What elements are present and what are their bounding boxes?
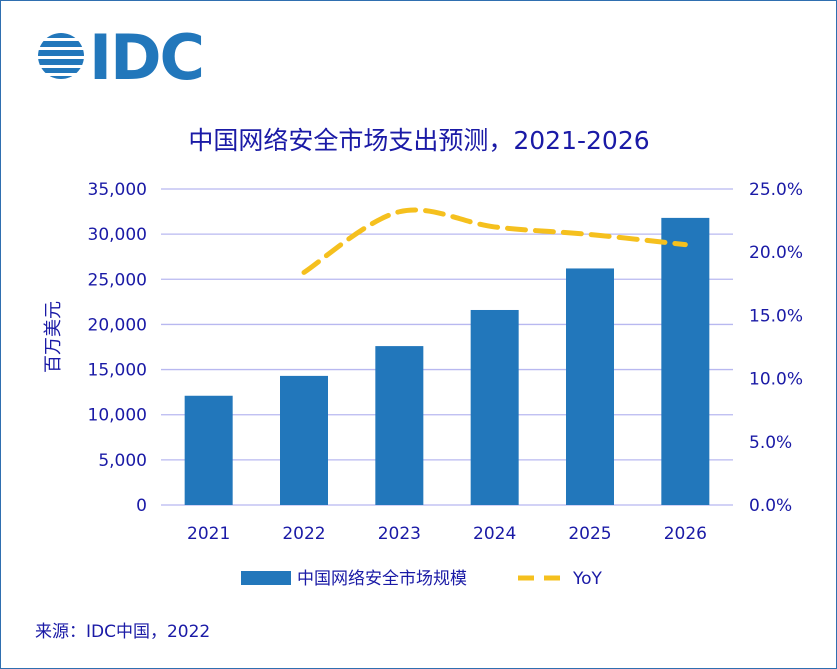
source-note: 来源：IDC中国，2022 — [35, 622, 210, 642]
y-tick-label: 25,000 — [88, 270, 147, 290]
bar-2026 — [661, 217, 710, 506]
legend: 中国网络安全市场规模 YoY — [241, 569, 603, 589]
legend-bar-label: 中国网络安全市场规模 — [297, 569, 467, 589]
bar-2024 — [470, 309, 519, 505]
legend-line-label: YoY — [572, 569, 603, 589]
x-tick-label: 2024 — [473, 524, 516, 544]
y2-tick-label: 10.0% — [749, 370, 803, 390]
yoy-line — [301, 207, 688, 275]
bar-2025 — [566, 268, 614, 505]
bar-2022 — [280, 375, 328, 505]
bar-2021 — [184, 395, 233, 505]
x-tick-label: 2023 — [378, 524, 421, 544]
y-tick-label: 20,000 — [88, 315, 147, 335]
idc-logo: IDC — [38, 21, 205, 94]
bar-2023 — [375, 346, 424, 505]
x-tick-label: 2026 — [664, 524, 707, 544]
y2-tick-label: 0.0% — [749, 496, 792, 516]
y-tick-label: 0 — [136, 496, 147, 516]
y-tick-label: 35,000 — [88, 180, 147, 200]
legend-bar-swatch — [241, 571, 291, 585]
y-tick-label: 15,000 — [88, 361, 147, 381]
y-axis-label: 百万美元 — [43, 301, 64, 373]
y2-tick-label: 15.0% — [749, 306, 803, 326]
y2-tick-label: 25.0% — [749, 180, 803, 200]
chart-title: 中国网络安全市场支出预测，2021-2026 — [188, 126, 649, 155]
y2-tick-label: 5.0% — [749, 433, 792, 453]
y-tick-label: 30,000 — [88, 225, 147, 245]
y2-tick-label: 20.0% — [749, 243, 803, 263]
logo-text: IDC — [89, 21, 203, 94]
y-tick-label: 10,000 — [88, 406, 147, 426]
x-tick-label: 2022 — [282, 524, 325, 544]
y-tick-label: 5,000 — [98, 451, 147, 471]
x-tick-label: 2021 — [187, 524, 230, 544]
x-tick-label: 2025 — [568, 524, 611, 544]
